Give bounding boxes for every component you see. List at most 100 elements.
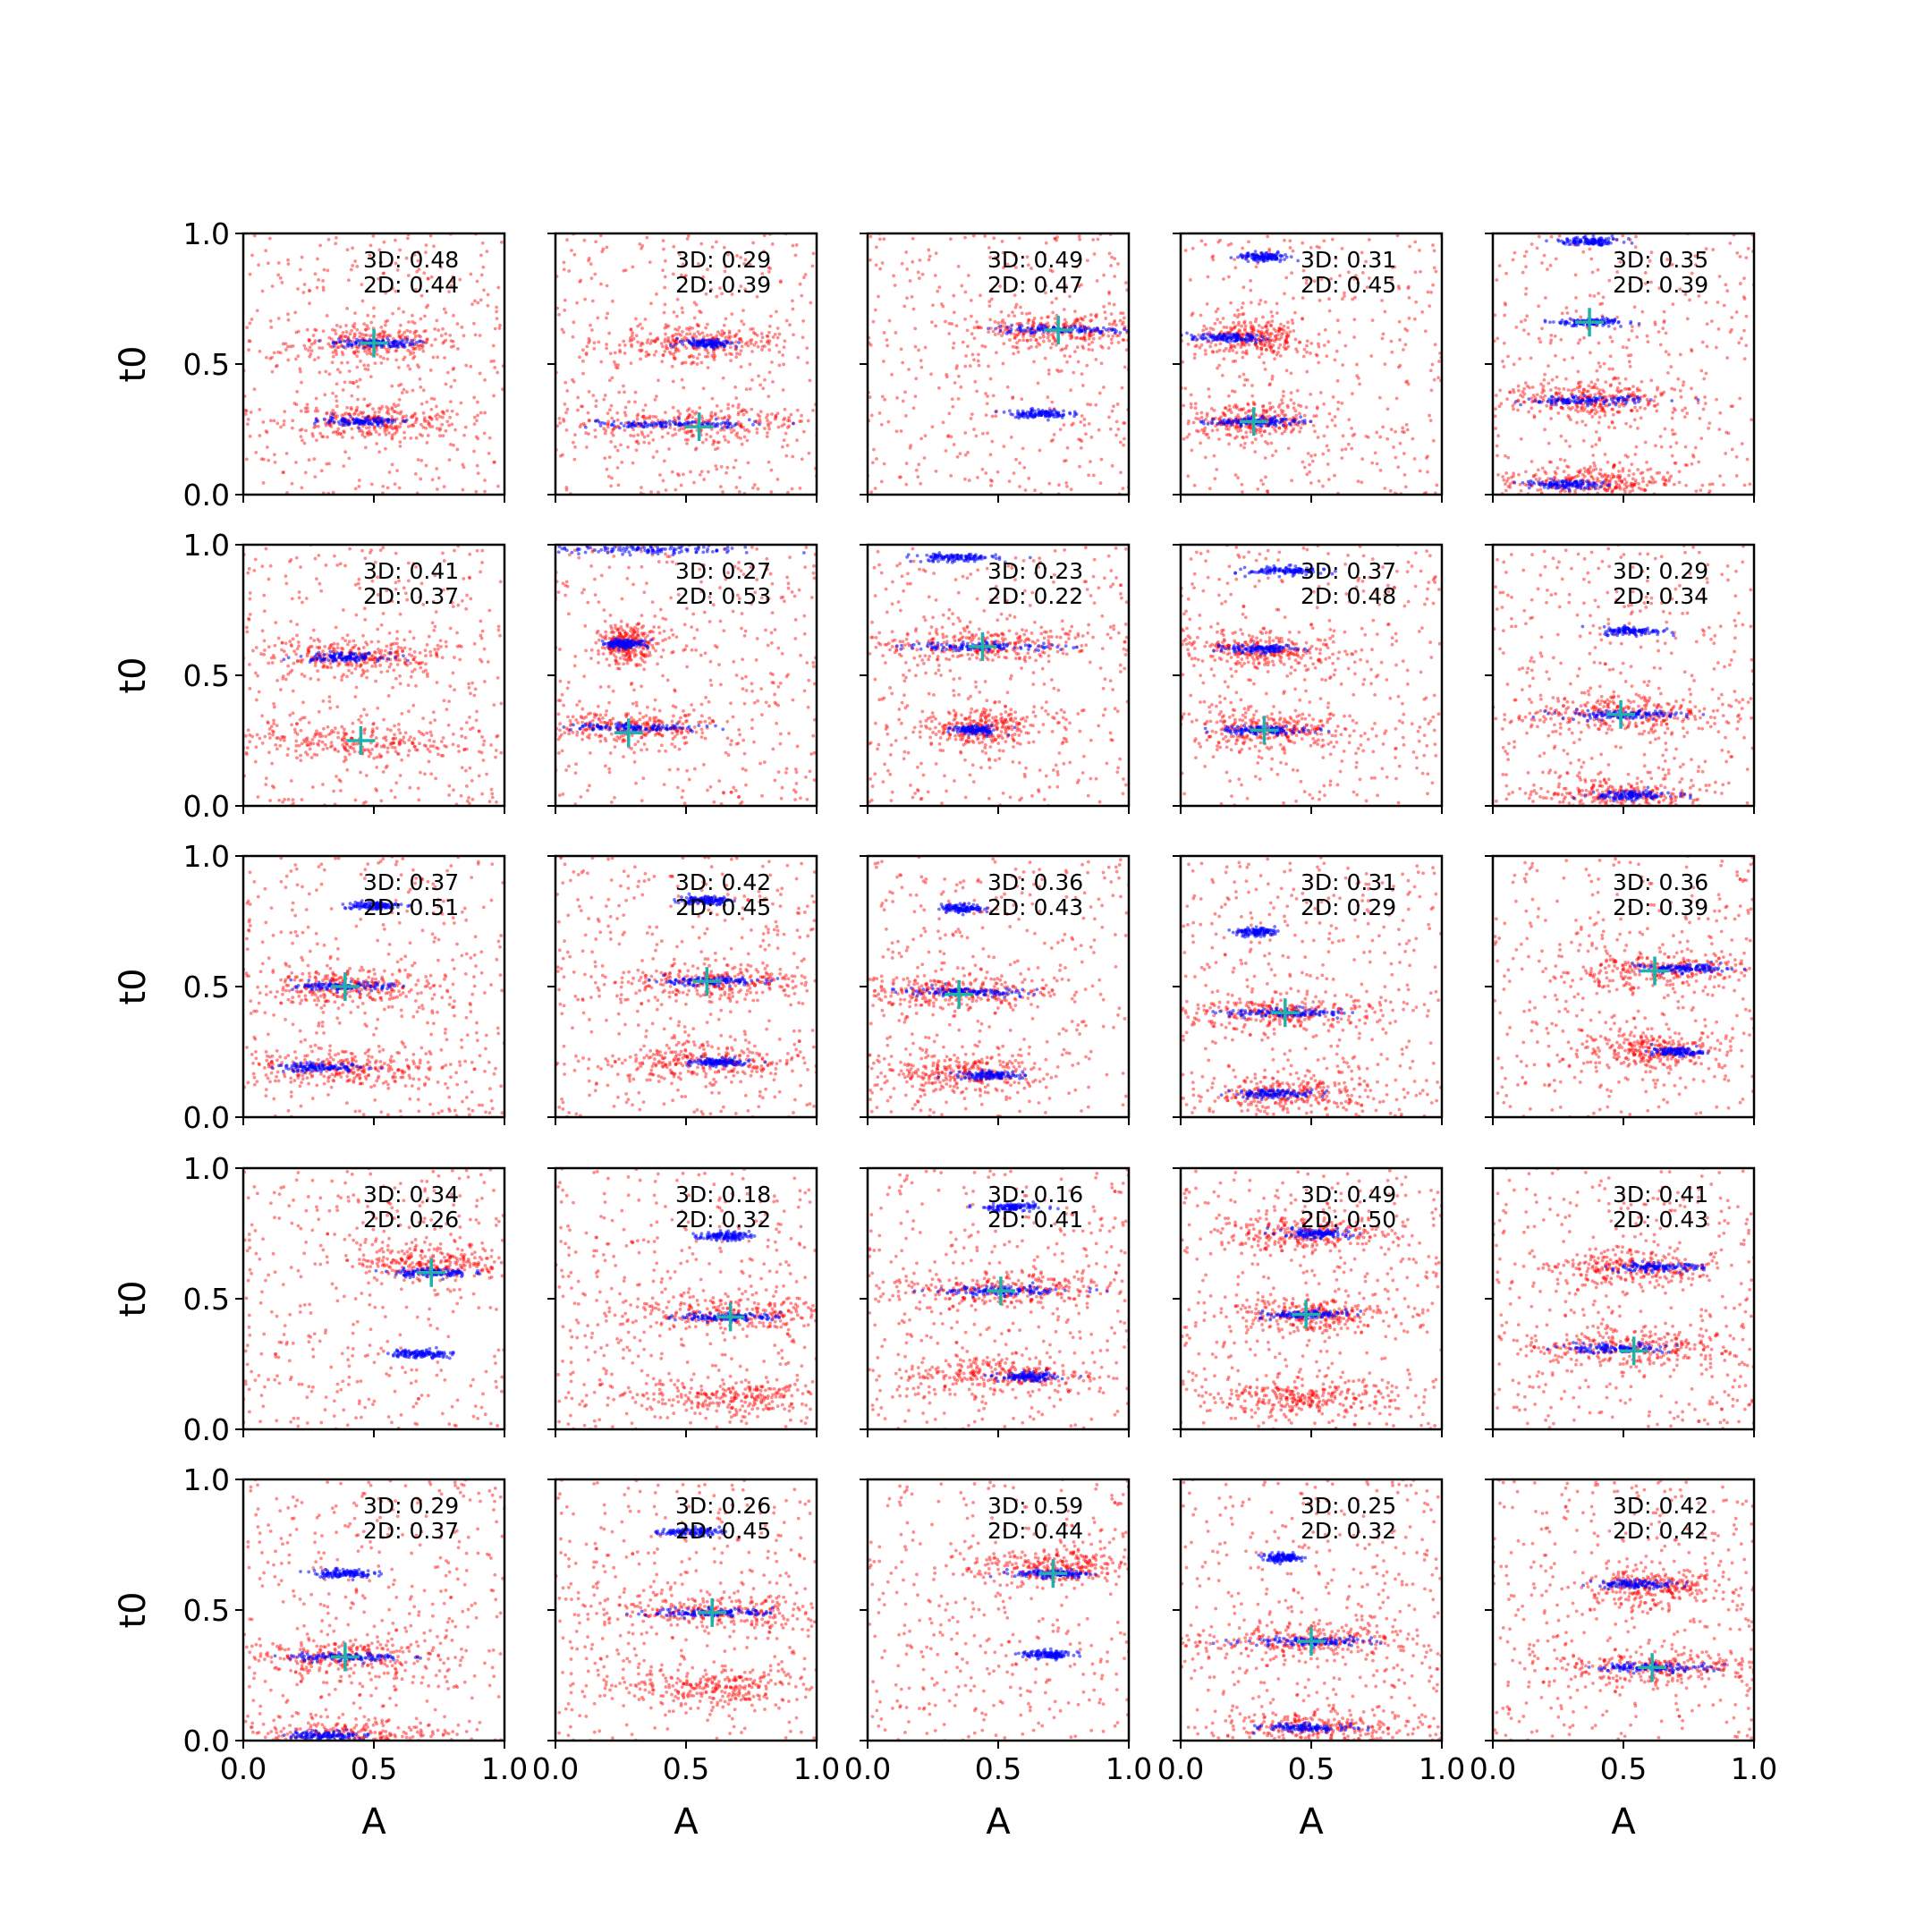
red-point: [1496, 434, 1500, 438]
red-point: [1527, 410, 1531, 414]
blue-point: [1104, 327, 1108, 332]
red-point: [318, 431, 323, 436]
red-point: [1242, 321, 1247, 326]
red-point: [741, 425, 746, 429]
red-point: [472, 415, 477, 419]
red-point: [715, 334, 719, 338]
red-point: [1087, 421, 1091, 426]
red-point: [1251, 328, 1256, 333]
red-point: [353, 311, 357, 316]
red-point: [424, 340, 428, 344]
blue-point: [1246, 414, 1250, 419]
blue-point: [1224, 338, 1229, 343]
red-point: [1284, 340, 1288, 344]
blue-point: [679, 422, 683, 427]
red-point: [442, 411, 446, 416]
red-point: [690, 353, 694, 358]
red-point: [375, 348, 379, 352]
red-point: [1222, 413, 1226, 417]
red-point: [643, 318, 648, 321]
red-point: [716, 430, 720, 435]
red-point: [1572, 387, 1576, 392]
red-point: [424, 305, 428, 309]
red-point: [826, 410, 829, 413]
red-point: [640, 244, 645, 248]
red-point: [1229, 344, 1233, 349]
red-point: [700, 331, 705, 335]
red-point: [1253, 450, 1258, 454]
red-point: [690, 434, 694, 438]
blue-point: [1026, 326, 1030, 330]
red-point: [1559, 434, 1563, 438]
red-point: [1226, 428, 1231, 431]
red-point: [352, 352, 357, 356]
red-point: [1738, 282, 1742, 285]
red-point: [1214, 309, 1218, 314]
red-point: [285, 344, 290, 349]
red-point: [795, 438, 799, 443]
red-point: [1573, 273, 1578, 277]
red-point: [1590, 270, 1595, 275]
red-point: [1405, 328, 1410, 333]
blue-point: [1019, 326, 1022, 331]
red-point: [1640, 379, 1644, 384]
red-point: [1401, 429, 1404, 434]
red-point: [333, 328, 337, 333]
red-point: [1073, 350, 1077, 354]
red-point: [335, 235, 338, 240]
red-point: [411, 413, 415, 418]
red-point: [1284, 346, 1289, 351]
red-point: [667, 447, 671, 451]
red-point: [1282, 324, 1286, 328]
red-point: [1267, 341, 1271, 344]
red-point: [694, 411, 699, 414]
red-point: [605, 316, 608, 320]
red-point: [724, 335, 728, 340]
blue-point: [1281, 417, 1285, 421]
red-point: [1027, 318, 1031, 322]
red-point: [422, 418, 427, 422]
red-point: [1089, 319, 1092, 323]
red-point: [1274, 334, 1278, 338]
red-point: [749, 327, 753, 331]
red-point: [316, 409, 320, 413]
blue-point: [707, 341, 711, 345]
red-point: [1078, 321, 1082, 326]
red-point: [1070, 423, 1074, 428]
red-point: [1523, 381, 1528, 386]
red-point: [993, 333, 997, 336]
red-point: [1724, 283, 1728, 287]
red-point: [1267, 249, 1271, 253]
red-point: [756, 344, 760, 349]
red-point: [671, 337, 675, 342]
blue-point: [668, 423, 673, 427]
red-point: [1669, 365, 1674, 369]
red-point: [441, 341, 445, 345]
blue-point: [1242, 337, 1246, 342]
red-point: [399, 382, 403, 386]
red-point: [1233, 258, 1237, 261]
red-point: [393, 431, 397, 436]
red-point: [1191, 420, 1196, 425]
red-point: [1632, 305, 1637, 309]
red-point: [1419, 269, 1422, 274]
red-point: [338, 431, 343, 436]
red-point: [1092, 252, 1097, 256]
blue-point: [709, 344, 714, 349]
blue-point: [331, 340, 335, 344]
red-point: [573, 433, 577, 437]
red-point: [1199, 441, 1202, 445]
red-point: [696, 330, 700, 334]
red-point: [770, 360, 774, 364]
red-point: [700, 440, 705, 445]
red-point: [1742, 357, 1747, 361]
red-point: [652, 353, 657, 357]
red-point: [1270, 319, 1275, 324]
red-point: [352, 381, 356, 386]
red-point: [678, 411, 682, 416]
red-point: [1546, 381, 1551, 386]
red-point: [623, 428, 627, 432]
red-point: [699, 242, 704, 246]
red-point: [303, 406, 308, 411]
red-point: [369, 375, 373, 379]
